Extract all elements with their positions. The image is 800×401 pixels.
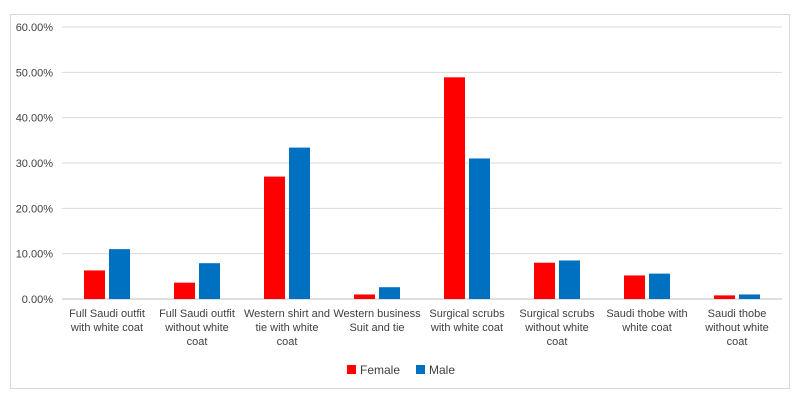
bar-female: [264, 176, 285, 299]
x-category-label: Saudi thobe with white coat: [606, 308, 687, 334]
y-tick-label: 40.00%: [16, 113, 54, 125]
bar-female: [624, 275, 645, 299]
bar-female: [444, 77, 465, 299]
x-category-label: Saudi thobe without white coat: [704, 308, 769, 348]
x-category-label: Western business Suit and tie: [333, 308, 421, 334]
bar-female: [534, 262, 555, 299]
bar-female: [84, 270, 105, 299]
bar-male: [559, 260, 580, 299]
bar-male: [649, 273, 670, 299]
y-tick-label: 10.00%: [16, 249, 54, 261]
chart-frame: [10, 14, 790, 389]
bar-female: [174, 282, 195, 299]
legend-label-female: Female: [360, 363, 400, 377]
legend-label-male: Male: [429, 363, 455, 377]
x-category-label: Full Saudi outfit without white coat: [159, 308, 235, 348]
y-tick-label: 50.00%: [16, 67, 54, 79]
legend-swatch-female: [347, 365, 356, 374]
bar-male: [379, 287, 400, 299]
bar-female: [354, 294, 375, 299]
y-tick-label: 60.00%: [16, 22, 54, 34]
y-tick-label: 0.00%: [22, 294, 53, 306]
x-category-label: Western shirt and tie with white coat: [244, 308, 330, 348]
bar-male: [109, 249, 130, 299]
bar-female: [714, 295, 735, 299]
y-tick-label: 30.00%: [16, 158, 54, 170]
bar-male: [199, 263, 220, 299]
x-category-label: Surgical scrubs with white coat: [429, 308, 505, 334]
bar-male: [289, 147, 310, 299]
y-tick-label: 20.00%: [16, 203, 54, 215]
x-category-label: Full Saudi outfit with white coat: [69, 308, 145, 334]
legend-swatch-male: [416, 365, 425, 374]
bar-male: [739, 294, 760, 299]
x-category-label: Surgical scrubs without white coat: [519, 308, 595, 348]
bar-male: [469, 158, 490, 299]
